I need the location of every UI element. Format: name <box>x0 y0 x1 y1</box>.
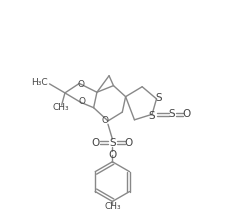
Text: CH₃: CH₃ <box>104 202 121 212</box>
Text: S: S <box>109 138 116 148</box>
Text: S: S <box>149 111 155 121</box>
Text: O: O <box>182 109 190 119</box>
Text: H₃C: H₃C <box>31 78 47 87</box>
Text: O: O <box>125 138 133 148</box>
Text: O: O <box>92 138 100 148</box>
Text: O: O <box>108 150 117 160</box>
Text: S: S <box>155 93 162 103</box>
Text: O: O <box>79 97 86 106</box>
Text: CH₃: CH₃ <box>52 103 69 112</box>
Text: S: S <box>169 109 175 119</box>
Text: O: O <box>102 116 109 125</box>
Text: O: O <box>78 80 84 89</box>
